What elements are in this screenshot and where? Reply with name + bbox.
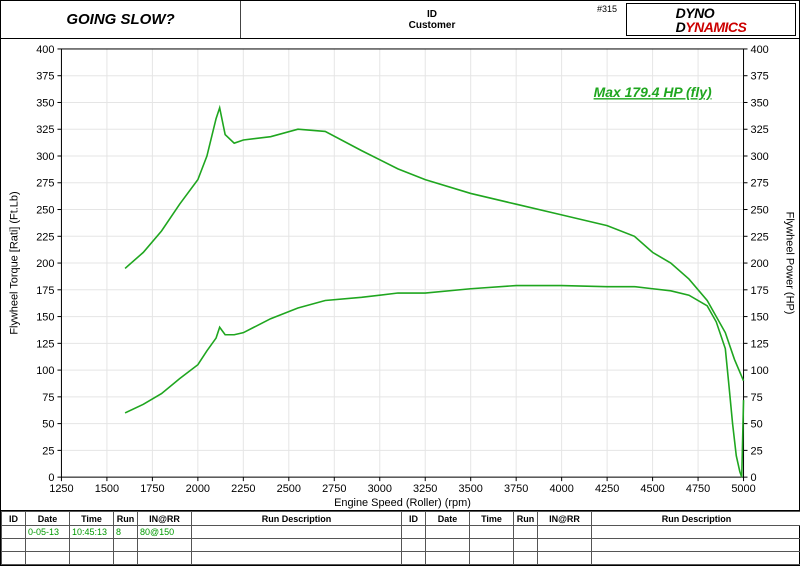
svg-text:100: 100 — [751, 365, 769, 377]
svg-text:300: 300 — [751, 151, 769, 163]
svg-text:3500: 3500 — [459, 483, 483, 495]
col-header: IN@RR — [538, 512, 592, 526]
table-row: 0-05-1310:45:13880@150 — [2, 526, 800, 539]
svg-text:2250: 2250 — [231, 483, 255, 495]
svg-text:25: 25 — [42, 445, 54, 457]
svg-text:3000: 3000 — [368, 483, 392, 495]
svg-text:3750: 3750 — [504, 483, 528, 495]
col-header: Date — [26, 512, 70, 526]
svg-text:400: 400 — [751, 44, 769, 56]
svg-text:375: 375 — [36, 71, 54, 83]
svg-text:275: 275 — [36, 178, 54, 190]
svg-text:4500: 4500 — [640, 483, 664, 495]
svg-text:325: 325 — [751, 124, 769, 136]
svg-text:2750: 2750 — [322, 483, 346, 495]
dyno-chart: 1250150017502000225025002750300032503500… — [1, 39, 799, 509]
svg-text:4750: 4750 — [686, 483, 710, 495]
svg-text:200: 200 — [36, 258, 54, 270]
svg-text:200: 200 — [751, 258, 769, 270]
col-header: Run — [114, 512, 138, 526]
svg-text:150: 150 — [751, 312, 769, 324]
col-header: Time — [70, 512, 114, 526]
svg-text:250: 250 — [36, 205, 54, 217]
svg-text:275: 275 — [751, 178, 769, 190]
logo-rest: YNAMICS — [685, 19, 746, 35]
svg-text:175: 175 — [751, 285, 769, 297]
table-row — [2, 552, 800, 565]
svg-text:5000: 5000 — [731, 483, 755, 495]
svg-text:Flywheel Torque [Rati] (Ft.Lb): Flywheel Torque [Rati] (Ft.Lb) — [9, 191, 21, 334]
svg-text:0: 0 — [751, 472, 757, 484]
svg-text:50: 50 — [42, 419, 54, 431]
chart-svg: 1250150017502000225025002750300032503500… — [1, 39, 799, 509]
col-header: Run — [514, 512, 538, 526]
svg-text:100: 100 — [36, 365, 54, 377]
svg-text:Flywheel Power (HP): Flywheel Power (HP) — [783, 212, 795, 315]
svg-text:1500: 1500 — [95, 483, 119, 495]
svg-text:0: 0 — [48, 472, 54, 484]
svg-text:4000: 4000 — [549, 483, 573, 495]
logo-line1: DYNO — [676, 6, 747, 20]
table-row — [2, 539, 800, 552]
col-header: IN@RR — [138, 512, 192, 526]
svg-text:Engine Speed (Roller) (rpm): Engine Speed (Roller) (rpm) — [334, 497, 471, 509]
svg-text:175: 175 — [36, 285, 54, 297]
col-header: Time — [470, 512, 514, 526]
col-header: Run Description — [592, 512, 800, 526]
run-table-grid: IDDateTimeRunIN@RRRun DescriptionIDDateT… — [1, 511, 800, 565]
svg-text:400: 400 — [36, 44, 54, 56]
svg-text:225: 225 — [36, 231, 54, 243]
max-hp-annotation: Max 179.4 HP (fly) — [594, 84, 712, 100]
page-title: GOING SLOW? — [1, 1, 241, 38]
svg-text:300: 300 — [36, 151, 54, 163]
svg-text:225: 225 — [751, 231, 769, 243]
run-number: #315 — [597, 4, 617, 14]
svg-text:350: 350 — [751, 97, 769, 109]
svg-text:2500: 2500 — [277, 483, 301, 495]
svg-text:250: 250 — [751, 205, 769, 217]
svg-text:3250: 3250 — [413, 483, 437, 495]
svg-text:75: 75 — [42, 392, 54, 404]
svg-text:25: 25 — [751, 445, 763, 457]
svg-text:125: 125 — [36, 338, 54, 350]
col-header: ID — [2, 512, 26, 526]
svg-text:4250: 4250 — [595, 483, 619, 495]
header-meta: #315 ID Customer — [241, 1, 623, 38]
logo: DYNO DYNAMICS — [626, 3, 796, 36]
run-table: IDDateTimeRunIN@RRRun DescriptionIDDateT… — [1, 510, 799, 565]
logo-d: D — [676, 19, 686, 35]
customer-label: Customer — [409, 20, 456, 31]
svg-text:350: 350 — [36, 97, 54, 109]
id-label: ID — [427, 9, 437, 20]
svg-text:325: 325 — [36, 124, 54, 136]
col-header: ID — [402, 512, 426, 526]
col-header: Run Description — [192, 512, 402, 526]
svg-text:375: 375 — [751, 71, 769, 83]
svg-text:1750: 1750 — [140, 483, 164, 495]
svg-text:75: 75 — [751, 392, 763, 404]
svg-text:150: 150 — [36, 312, 54, 324]
svg-text:1250: 1250 — [49, 483, 73, 495]
svg-text:125: 125 — [751, 338, 769, 350]
svg-text:2000: 2000 — [186, 483, 210, 495]
col-header: Date — [426, 512, 470, 526]
header-bar: GOING SLOW? #315 ID Customer DYNO DYNAMI… — [1, 1, 799, 39]
svg-text:50: 50 — [751, 419, 763, 431]
